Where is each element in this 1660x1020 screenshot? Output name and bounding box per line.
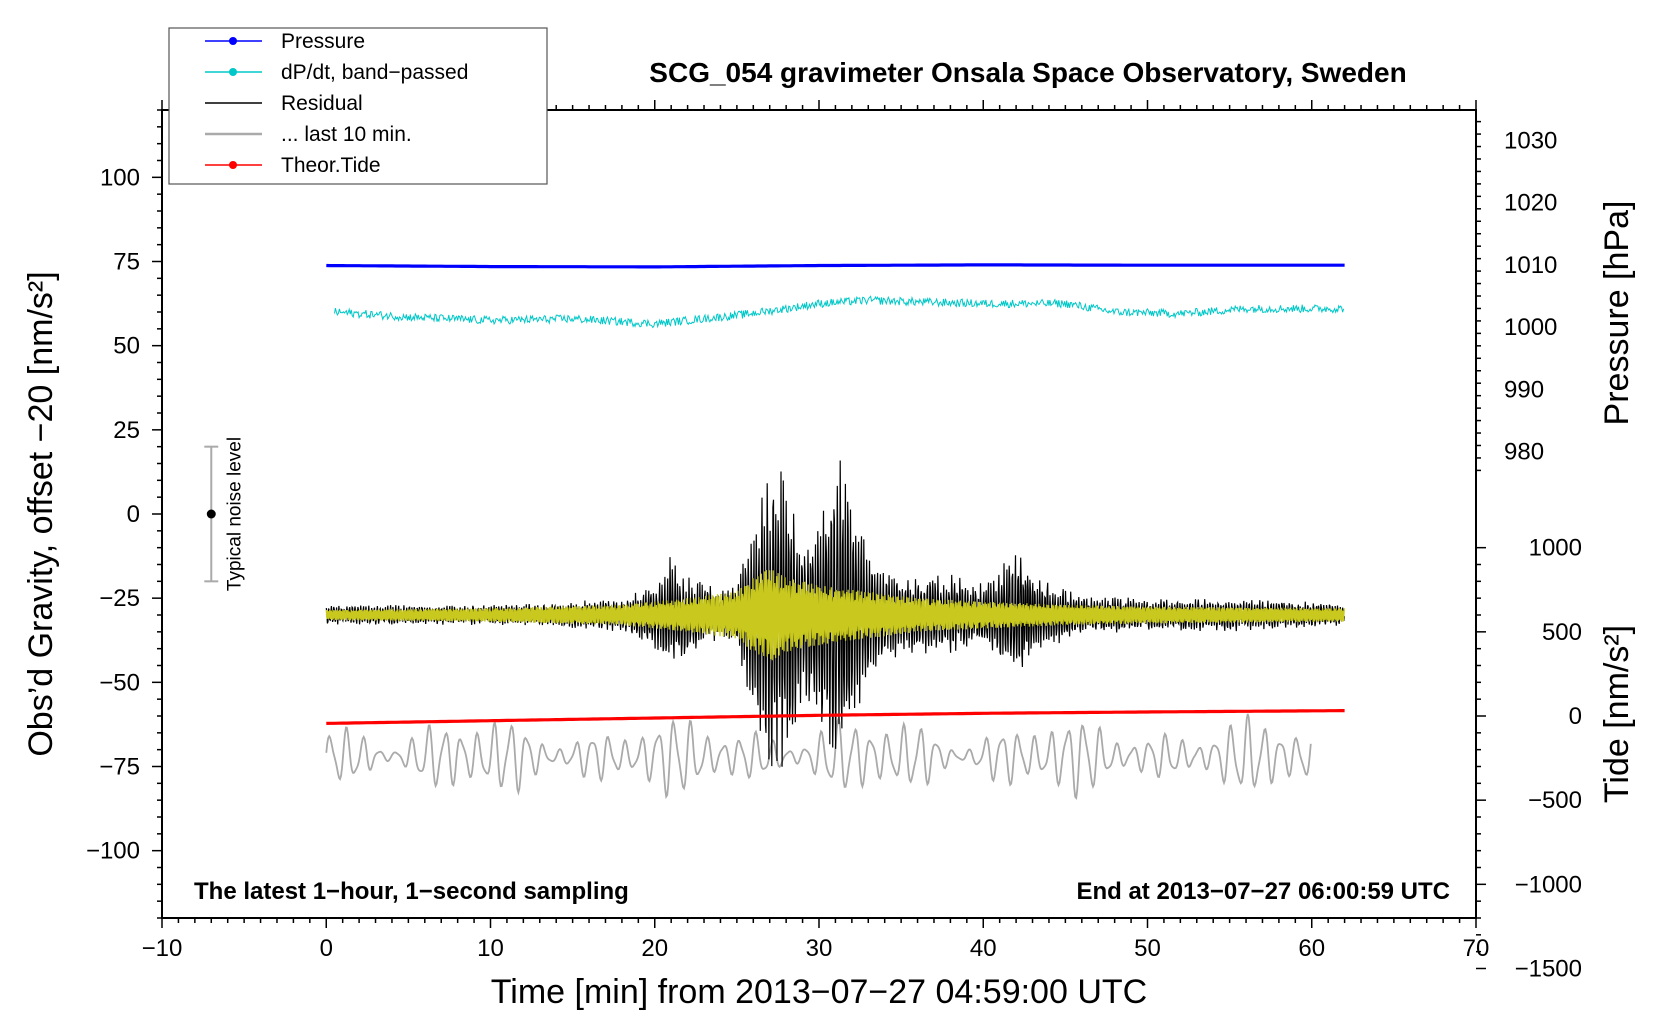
axis-ticks xyxy=(152,100,1486,970)
tide-tick-label: 0 xyxy=(1569,703,1582,730)
legend-label: ... last 10 min. xyxy=(281,123,412,146)
y-tick-label: 50 xyxy=(113,333,140,360)
annotation-end-time: End at 2013−07−27 06:00:59 UTC xyxy=(1076,878,1450,905)
legend-entry: Theor.Tide xyxy=(205,154,381,177)
tide-tick-label: −1000 xyxy=(1515,871,1582,898)
y-axis-title-left: Obs’d Gravity, offset −20 [nm/s²] xyxy=(22,271,60,756)
legend-marker xyxy=(229,161,237,169)
legend-entry: Residual xyxy=(205,92,363,115)
annotation-sampling: The latest 1−hour, 1−second sampling xyxy=(194,878,629,905)
y-tick-label: 100 xyxy=(100,164,140,191)
y-tick-label: −25 xyxy=(99,585,140,612)
pressure-tick-label: 1030 xyxy=(1504,127,1557,154)
pressure-tick-label: 980 xyxy=(1504,439,1544,466)
tide-tick-label: 500 xyxy=(1542,619,1582,646)
legend-entry: dP/dt, band−passed xyxy=(205,61,468,84)
series-pressure xyxy=(326,263,1345,269)
series-last-10-min xyxy=(325,713,1312,800)
legend-label: Pressure xyxy=(281,30,365,53)
x-tick-label: 50 xyxy=(1134,935,1161,962)
x-tick-label: 40 xyxy=(970,935,997,962)
x-tick-label: 0 xyxy=(320,935,333,962)
x-tick-label: 70 xyxy=(1463,935,1490,962)
x-tick-label: 20 xyxy=(641,935,668,962)
y-tick-label: 0 xyxy=(127,501,140,528)
legend-entry: Pressure xyxy=(205,30,365,53)
y-tick-label: 25 xyxy=(113,417,140,444)
legend-marker xyxy=(229,37,237,45)
y-tick-label: −75 xyxy=(99,754,140,781)
legend-marker xyxy=(229,68,237,76)
series-dpdt xyxy=(334,295,1345,329)
pressure-tick-label: 1010 xyxy=(1504,252,1557,279)
tide-tick-label: 1000 xyxy=(1529,535,1582,562)
series-theor-tide xyxy=(326,709,1345,725)
y-axis-title-pressure: Pressure [hPa] xyxy=(1598,201,1636,426)
series-layer xyxy=(325,263,1345,800)
chart-title: SCG_054 gravimeter Onsala Space Observat… xyxy=(649,57,1406,88)
tide-tick-label: −500 xyxy=(1528,787,1582,814)
y-tick-label: −100 xyxy=(86,838,140,865)
noise-level-label: Typical noise level xyxy=(224,437,245,591)
x-tick-label: −10 xyxy=(142,935,183,962)
y-tick-label: −50 xyxy=(99,669,140,696)
y-tick-label: 75 xyxy=(113,249,140,276)
legend-box xyxy=(168,27,548,185)
tick-labels: −10 0 10 20 30 40 50 60 701007550250−25−50−75−10… xyxy=(86,127,1582,982)
y-axis-title-tide: Tide [nm/s²] xyxy=(1598,625,1636,803)
legend-label: Theor.Tide xyxy=(281,154,381,177)
plot-frame xyxy=(161,109,1477,919)
legend-label: dP/dt, band−passed xyxy=(281,61,468,84)
pressure-tick-label: 990 xyxy=(1504,376,1544,403)
x-tick-label: 60 xyxy=(1298,935,1325,962)
series-residual-filtered xyxy=(325,569,1345,661)
legend: Pressure dP/dt, band−passed Residual ... la… xyxy=(168,27,548,185)
tide-tick-label: −1500 xyxy=(1515,956,1582,983)
pressure-tick-label: 1020 xyxy=(1504,190,1557,217)
legend-entry: ... last 10 min. xyxy=(205,123,412,146)
pressure-tick-label: 1000 xyxy=(1504,314,1557,341)
noise-bar-center-dot xyxy=(206,509,216,519)
x-axis-title: Time [min] from 2013−07−27 04:59:00 UTC xyxy=(491,973,1147,1011)
x-tick-label: 30 xyxy=(806,935,833,962)
legend-label: Residual xyxy=(281,92,363,115)
noise-level-indicator: Typical noise level xyxy=(204,437,245,591)
x-tick-label: 10 xyxy=(477,935,504,962)
